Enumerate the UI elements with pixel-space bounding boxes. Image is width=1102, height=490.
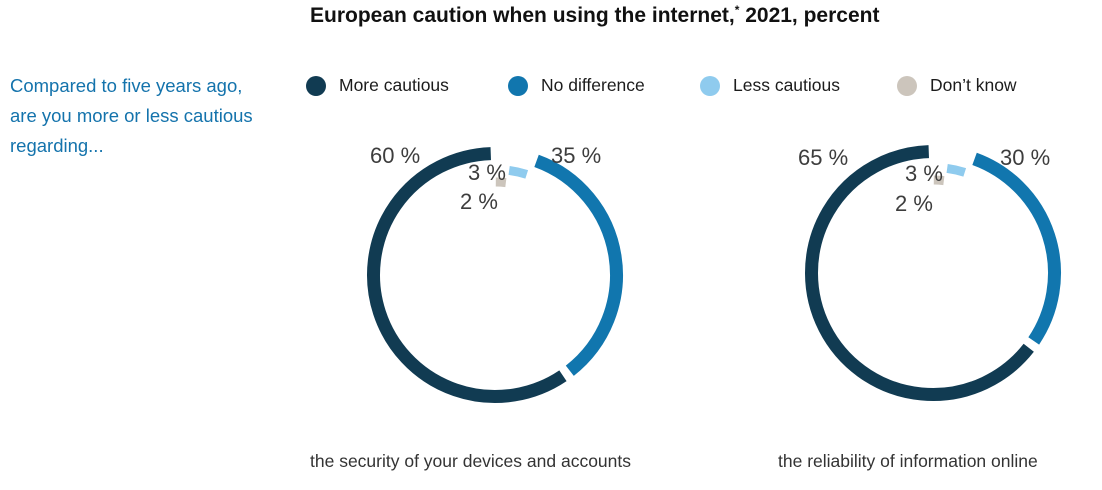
- legend-label: Less cautious: [733, 75, 841, 95]
- legend-label: Don’t know: [930, 75, 1017, 95]
- value-label-more-cautious: 60 %: [370, 143, 421, 168]
- value-label-dont-know: 2 %: [460, 189, 498, 214]
- legend-item-less-cautious: Less cautious: [700, 75, 840, 96]
- footnote-asterisk: *: [734, 3, 740, 17]
- title-suffix: 2021, percent: [739, 4, 880, 27]
- intro-question: Compared to five years ago, are you more…: [10, 75, 253, 156]
- legend-item-dont-know: Don’t know: [897, 75, 1017, 96]
- more-cautious-swatch-icon: [306, 75, 326, 96]
- donut-caption-security: the security of your devices and account…: [310, 451, 632, 471]
- legend-item-more-cautious: More cautious: [306, 75, 449, 96]
- donut-caption-reliability: the reliability of information online: [778, 451, 1038, 471]
- donut-security: 60 % 35 % 3 % 2 %: [360, 140, 640, 432]
- value-label-no-difference: 30 %: [1000, 145, 1051, 170]
- donut-reliability: 65 % 30 % 3 % 2 %: [798, 138, 1078, 430]
- value-label-less-cautious: 3 %: [905, 161, 943, 186]
- value-label-no-difference: 35 %: [551, 143, 602, 168]
- donut-chart-security: [367, 147, 623, 403]
- less-cautious-swatch-icon: [700, 75, 720, 96]
- value-label-less-cautious: 3 %: [468, 160, 506, 185]
- value-label-more-cautious: 65 %: [798, 145, 849, 170]
- dont-know-swatch-icon: [897, 75, 917, 96]
- legend-label: No difference: [541, 75, 645, 95]
- title-text: European caution when using the internet…: [310, 4, 735, 27]
- no-difference-swatch-icon: [508, 75, 528, 96]
- legend-item-no-difference: No difference: [508, 75, 645, 96]
- value-label-dont-know: 2 %: [895, 191, 933, 216]
- legend-label: More cautious: [339, 75, 449, 95]
- page-title: European caution when using the internet…: [310, 4, 879, 28]
- donut-chart-reliability: [805, 145, 1061, 401]
